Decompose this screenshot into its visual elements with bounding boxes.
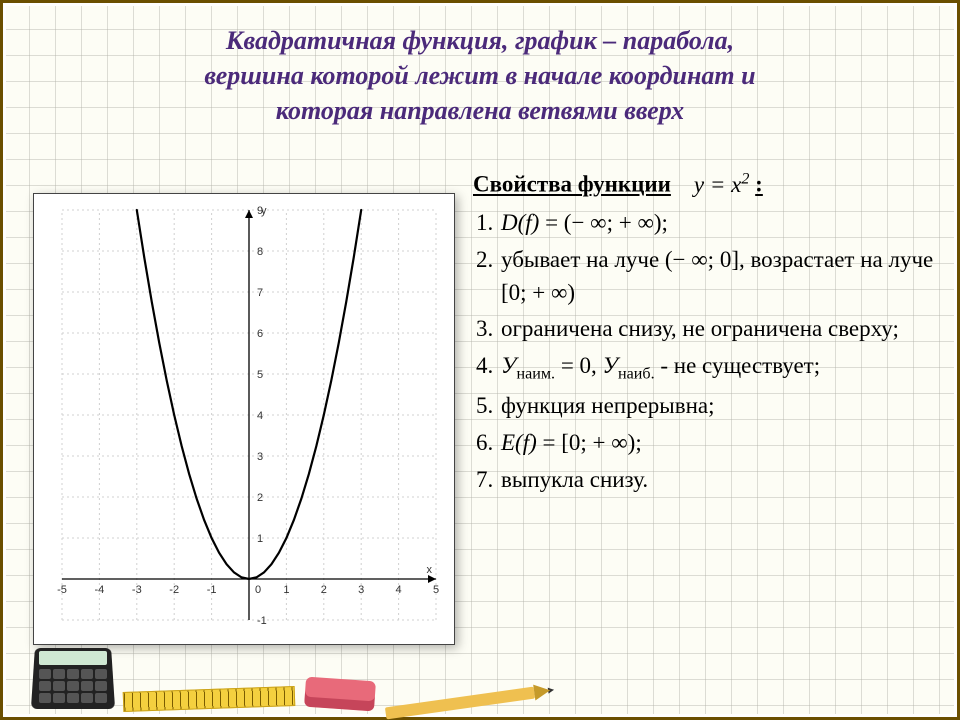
title-line-1: Квадратичная функция, график – парабола, bbox=[43, 23, 917, 58]
properties-list: D(f) = (− ∞; + ∞); убывает на луче (− ∞; … bbox=[473, 207, 937, 496]
svg-text:-1: -1 bbox=[207, 584, 217, 596]
svg-text:-1: -1 bbox=[257, 615, 267, 627]
title-line-3: которая направлена ветвями вверх bbox=[43, 93, 917, 128]
svg-text:-3: -3 bbox=[132, 584, 142, 596]
svg-text:2: 2 bbox=[257, 492, 263, 504]
properties-heading: Свойства функции y = x2 : bbox=[473, 168, 937, 201]
svg-text:7: 7 bbox=[257, 287, 263, 299]
calculator-icon bbox=[33, 645, 113, 709]
parabola-chart: -5-4-3-2-112345-11234567890xy bbox=[33, 193, 455, 645]
svg-text:3: 3 bbox=[257, 451, 263, 463]
property-item: убывает на луче (− ∞; 0], возрастает на … bbox=[499, 244, 937, 309]
svg-text:8: 8 bbox=[257, 246, 263, 258]
property-item: D(f) = (− ∞; + ∞); bbox=[499, 207, 937, 240]
pencil-icon bbox=[385, 687, 535, 720]
property-item: функция непрерывна; bbox=[499, 390, 937, 423]
title-line-2: вершина которой лежит в начале координат… bbox=[43, 58, 917, 93]
svg-text:5: 5 bbox=[433, 584, 439, 596]
svg-text:3: 3 bbox=[358, 584, 364, 596]
heading-prefix: Свойства функции bbox=[473, 172, 671, 197]
property-item: ограничена снизу, не ограничена сверху; bbox=[499, 313, 937, 346]
svg-text:-4: -4 bbox=[95, 584, 105, 596]
desk-props bbox=[33, 639, 927, 709]
heading-suffix: : bbox=[755, 172, 763, 197]
svg-text:4: 4 bbox=[257, 410, 263, 422]
svg-text:4: 4 bbox=[396, 584, 402, 596]
svg-text:1: 1 bbox=[283, 584, 289, 596]
svg-text:5: 5 bbox=[257, 369, 263, 381]
svg-text:6: 6 bbox=[257, 328, 263, 340]
svg-text:2: 2 bbox=[321, 584, 327, 596]
svg-text:x: x bbox=[427, 564, 433, 576]
svg-text:-5: -5 bbox=[57, 584, 67, 596]
svg-text:1: 1 bbox=[257, 533, 263, 545]
property-item: Унаим. = 0, Унаиб. - не существует; bbox=[499, 350, 937, 386]
chart-svg: -5-4-3-2-112345-11234567890xy bbox=[34, 194, 454, 644]
svg-text:0: 0 bbox=[255, 584, 261, 596]
slide-page: Квадратичная функция, график – парабола,… bbox=[0, 0, 960, 720]
ruler-icon bbox=[123, 686, 296, 712]
property-item: выпукла снизу. bbox=[499, 464, 937, 497]
properties-block: Свойства функции y = x2 : D(f) = (− ∞; +… bbox=[473, 168, 937, 500]
svg-text:-2: -2 bbox=[169, 584, 179, 596]
eraser-icon bbox=[304, 677, 376, 712]
function-label: y = x2 bbox=[694, 172, 750, 197]
slide-title: Квадратичная функция, график – парабола,… bbox=[43, 23, 917, 128]
svg-text:y: y bbox=[261, 205, 267, 217]
property-item: E(f) = [0; + ∞); bbox=[499, 427, 937, 460]
